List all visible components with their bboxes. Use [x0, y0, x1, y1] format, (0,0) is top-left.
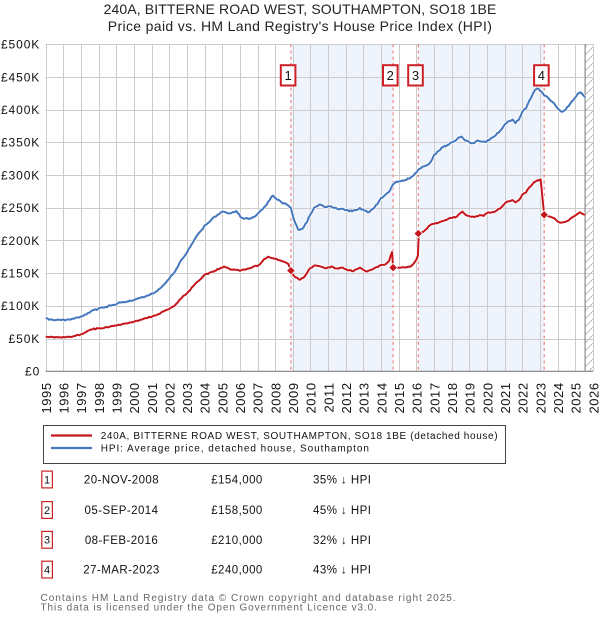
svg-text:£100K: £100K — [1, 299, 40, 313]
svg-text:2004: 2004 — [198, 382, 213, 413]
svg-text:2020: 2020 — [480, 382, 495, 413]
svg-text:1998: 1998 — [92, 382, 107, 413]
svg-text:05-SEP-2014: 05-SEP-2014 — [85, 505, 159, 517]
svg-text:£210,000: £210,000 — [211, 535, 263, 547]
svg-text:2021: 2021 — [498, 382, 513, 413]
svg-text:27-MAR-2023: 27-MAR-2023 — [83, 565, 160, 577]
svg-text:2013: 2013 — [357, 382, 372, 413]
svg-text:45% ↓ HPI: 45% ↓ HPI — [313, 505, 371, 517]
svg-text:£158,500: £158,500 — [211, 505, 263, 517]
svg-text:2024: 2024 — [551, 382, 566, 413]
svg-text:2026: 2026 — [586, 382, 600, 413]
svg-text:20-NOV-2008: 20-NOV-2008 — [84, 475, 159, 487]
svg-text:2015: 2015 — [392, 382, 407, 413]
svg-text:240A, BITTERNE ROAD WEST, SOUT: 240A, BITTERNE ROAD WEST, SOUTHAMPTON, S… — [101, 431, 498, 442]
svg-text:2018: 2018 — [445, 382, 460, 413]
svg-text:1999: 1999 — [109, 382, 124, 413]
svg-text:35% ↓ HPI: 35% ↓ HPI — [313, 475, 371, 487]
svg-text:£0: £0 — [25, 365, 40, 379]
svg-text:2016: 2016 — [410, 382, 425, 413]
svg-text:2000: 2000 — [127, 382, 142, 413]
svg-text:2011: 2011 — [321, 382, 336, 412]
svg-text:2008: 2008 — [268, 382, 283, 413]
svg-text:2023: 2023 — [533, 382, 548, 413]
svg-text:£154,000: £154,000 — [211, 475, 263, 487]
svg-text:£450K: £450K — [1, 70, 40, 84]
svg-text:2007: 2007 — [251, 382, 266, 413]
svg-text:2025: 2025 — [569, 382, 584, 413]
svg-text:2002: 2002 — [162, 382, 177, 413]
svg-text:08-FEB-2016: 08-FEB-2016 — [85, 535, 158, 547]
svg-text:1995: 1995 — [39, 382, 54, 413]
svg-text:3: 3 — [44, 535, 50, 547]
svg-text:1997: 1997 — [74, 382, 89, 413]
svg-text:240A, BITTERNE ROAD WEST, SOUT: 240A, BITTERNE ROAD WEST, SOUTHAMPTON, S… — [104, 1, 497, 17]
svg-text:£200K: £200K — [1, 234, 40, 248]
svg-text:This data is licensed under th: This data is licensed under the Open Gov… — [41, 603, 378, 614]
svg-text:£350K: £350K — [1, 136, 40, 150]
svg-text:2: 2 — [44, 505, 50, 517]
svg-text:2022: 2022 — [516, 382, 531, 413]
svg-text:2001: 2001 — [145, 382, 160, 413]
svg-text:Contains HM Land Registry data: Contains HM Land Registry data © Crown c… — [41, 593, 457, 604]
svg-text:2012: 2012 — [339, 382, 354, 413]
svg-text:2019: 2019 — [463, 382, 478, 413]
svg-text:2003: 2003 — [180, 382, 195, 413]
svg-text:2: 2 — [387, 68, 394, 83]
svg-text:£240,000: £240,000 — [211, 565, 263, 577]
svg-text:2006: 2006 — [233, 382, 248, 413]
svg-text:3: 3 — [412, 68, 419, 83]
svg-text:2005: 2005 — [215, 382, 230, 413]
svg-text:£50K: £50K — [9, 332, 41, 346]
svg-text:£400K: £400K — [1, 103, 40, 117]
svg-text:4: 4 — [538, 68, 545, 83]
svg-text:2010: 2010 — [304, 382, 319, 413]
svg-text:£300K: £300K — [1, 168, 40, 182]
svg-text:2009: 2009 — [286, 382, 301, 413]
svg-text:£500K: £500K — [1, 38, 40, 52]
svg-text:1996: 1996 — [57, 382, 72, 413]
svg-text:4: 4 — [44, 565, 50, 577]
svg-text:32% ↓ HPI: 32% ↓ HPI — [313, 535, 371, 547]
svg-text:£150K: £150K — [1, 267, 40, 281]
svg-text:2017: 2017 — [427, 382, 442, 413]
svg-text:1: 1 — [44, 474, 50, 486]
svg-text:HPI: Average price, detached h: HPI: Average price, detached house, Sout… — [101, 444, 370, 455]
svg-text:£250K: £250K — [1, 201, 40, 215]
svg-text:Price paid vs. HM Land Registr: Price paid vs. HM Land Registry's House … — [108, 18, 492, 34]
svg-text:43% ↓ HPI: 43% ↓ HPI — [313, 565, 371, 577]
svg-text:2014: 2014 — [374, 382, 389, 413]
svg-text:1: 1 — [284, 68, 291, 83]
